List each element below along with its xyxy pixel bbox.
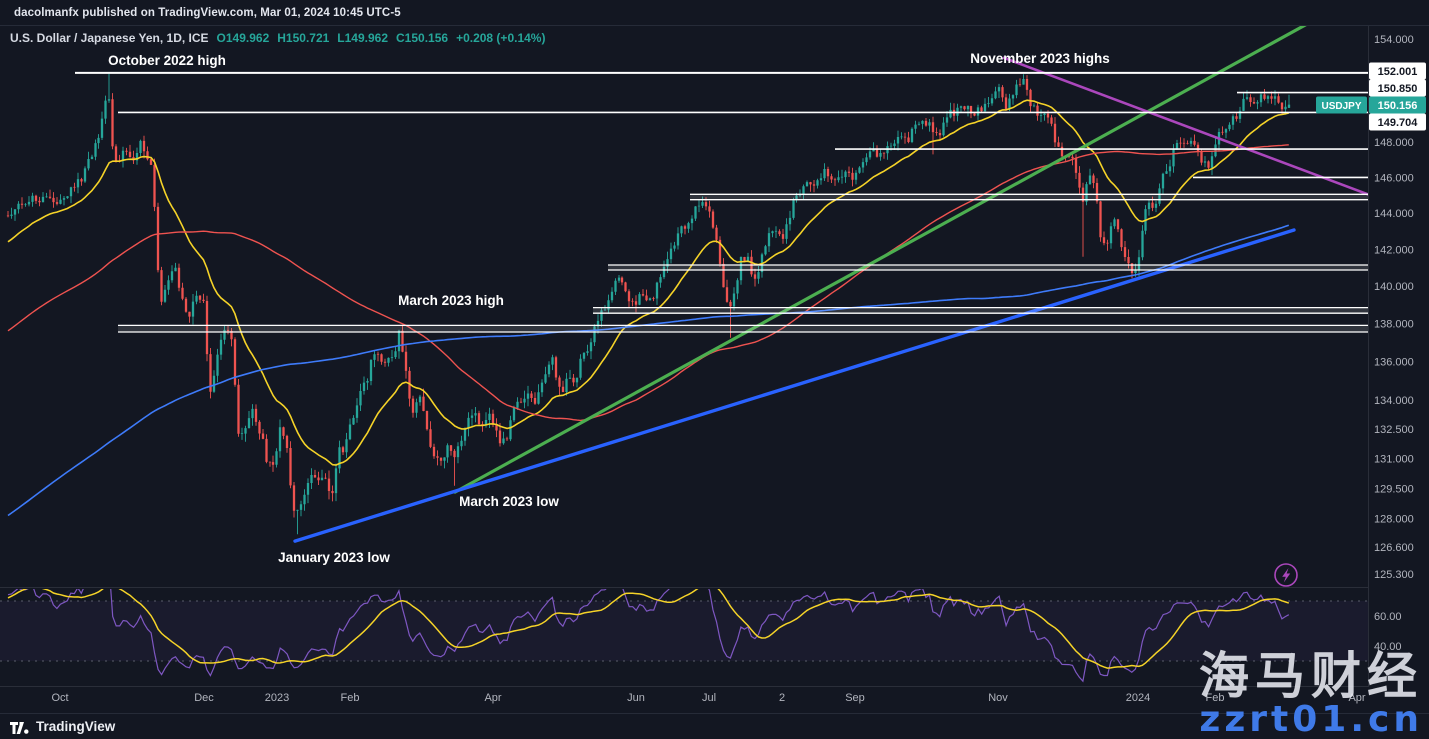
annotation-label: November 2023 highs (970, 51, 1110, 66)
level-zone (608, 265, 1368, 270)
ohlc-low: L149.962 (337, 31, 389, 45)
time-tick: Sep (845, 692, 865, 704)
price-label-box (1369, 113, 1426, 131)
rsi-tick: 60.00 (1374, 611, 1402, 623)
time-tick: Apr (1348, 692, 1365, 704)
price-label-box (1369, 79, 1426, 97)
svg-text:USDJPY: USDJPY (1321, 101, 1361, 112)
price-tick: 131.000 (1374, 454, 1414, 466)
price-tick: 128.000 (1374, 514, 1414, 526)
price-tick: 125.300 (1374, 569, 1414, 581)
price-axis[interactable]: 154.000 148.000 146.000 144.000 142.000 140.0… (1316, 26, 1429, 687)
publish-bar: dacolmanfx published on TradingView.com,… (0, 0, 1429, 26)
sma-100-line (7, 144, 1289, 422)
price-label-box (1369, 62, 1426, 80)
price-tick: 144.000 (1374, 208, 1414, 220)
time-axis[interactable]: Oct Dec 2023 Feb Apr Jun Jul 2 Sep Nov 2024 Feb Apr (51, 692, 1365, 704)
level-zone (593, 307, 1368, 314)
level-zone (118, 325, 1368, 332)
symbol-info-row[interactable]: U.S. Dollar / Japanese Yen, 1D, ICE O149… (10, 31, 545, 45)
up-candle-wicks (11, 73, 1290, 535)
watermark-url-text: zzrt01.cn (1199, 699, 1423, 739)
sma-250-line (7, 224, 1290, 517)
flash-icon[interactable] (1274, 563, 1298, 587)
time-tick: Nov (988, 692, 1008, 704)
price-tick: 134.000 (1374, 395, 1414, 407)
downtrend-from-november-2023-high (1002, 56, 1368, 196)
time-tick: 2023 (265, 692, 289, 704)
price-tick: 132.500 (1374, 424, 1414, 436)
ema-21-line (7, 99, 1289, 466)
level-zone (690, 194, 1368, 200)
watermark-cjk-text: 海马财经 (1199, 647, 1423, 706)
uptrend-from-march-2023-low (453, 26, 1307, 494)
svg-text:150.850: 150.850 (1378, 83, 1418, 95)
price-tick: 136.000 (1374, 356, 1414, 368)
publish-text: dacolmanfx published on TradingView.com,… (14, 6, 401, 19)
ohlc-close: C150.156 (396, 31, 449, 45)
ohlc-open: O149.962 (216, 31, 270, 45)
annotation-label: October 2022 high (108, 53, 226, 68)
price-tick: 142.000 (1374, 244, 1414, 256)
price-tick: 146.000 (1374, 172, 1414, 184)
time-tick: Apr (484, 692, 501, 704)
price-change: +0.208 (+0.14%) (456, 31, 546, 45)
rsi-tick: 40.00 (1374, 641, 1402, 653)
svg-text:149.704: 149.704 (1378, 117, 1419, 129)
watermark: 海马财经 zzrt01.cn (1199, 651, 1423, 739)
tradingview-logo-icon[interactable] (10, 720, 29, 734)
price-tick: 129.500 (1374, 484, 1414, 496)
uptrend-from-january-2023-low (293, 228, 1296, 543)
symbol-tag-box (1316, 96, 1367, 114)
price-tick: 148.000 (1374, 137, 1414, 149)
time-tick: Dec (194, 692, 214, 704)
symbol-title[interactable]: U.S. Dollar / Japanese Yen, 1D, ICE (10, 31, 209, 45)
time-tick: Jun (627, 692, 645, 704)
price-tick: 154.000 (1374, 34, 1414, 46)
bottom-bar: TradingView (0, 713, 1429, 739)
time-tick: Jul (702, 692, 716, 704)
time-tick: Feb (341, 692, 360, 704)
time-tick: 2 (779, 692, 785, 704)
price-tick: 140.000 (1374, 281, 1414, 293)
time-tick: 2024 (1126, 692, 1150, 704)
annotation-label: March 2023 low (459, 494, 559, 509)
up-candle-bodies (10, 79, 1291, 511)
annotation-label: March 2023 high (398, 293, 504, 308)
rsi-pane[interactable] (0, 568, 1368, 683)
svg-text:150.156: 150.156 (1378, 100, 1418, 112)
time-tick: Feb (1206, 692, 1225, 704)
svg-text:152.001: 152.001 (1378, 66, 1418, 78)
rsi-ma-line (7, 589, 1290, 669)
main-pane[interactable] (6, 18, 1372, 543)
rsi-line (7, 589, 1290, 683)
price-tick: 126.600 (1374, 542, 1414, 554)
time-tick: Oct (51, 692, 68, 704)
price-tick: 138.000 (1374, 319, 1414, 331)
ohlc-high: H150.721 (277, 31, 330, 45)
tradingview-logo-text[interactable]: TradingView (36, 719, 116, 734)
annotation-label: January 2023 low (278, 550, 390, 565)
price-label-box (1369, 96, 1426, 114)
